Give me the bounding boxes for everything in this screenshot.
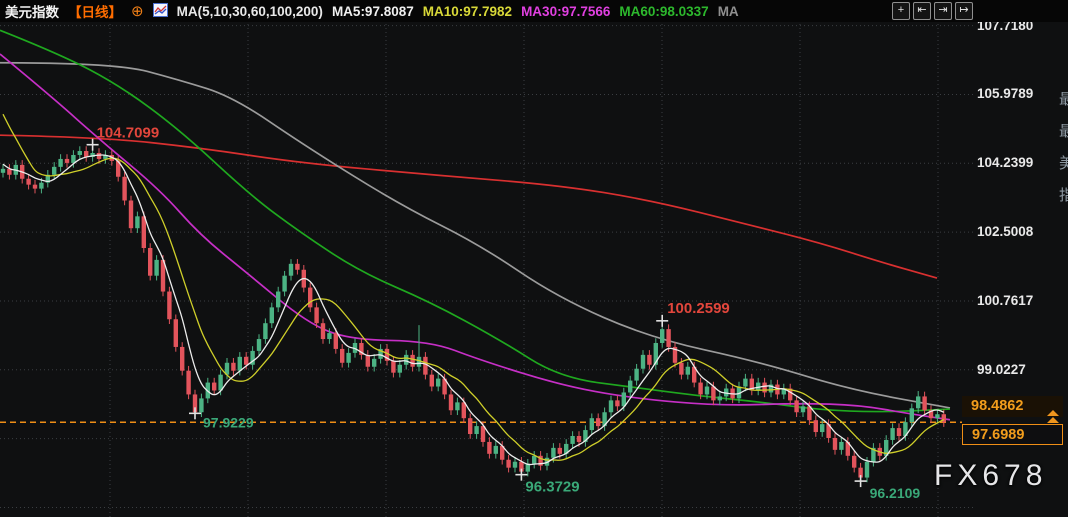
extreme-low-label: 97.9229 bbox=[203, 414, 254, 430]
symbol-name: 美元指数 bbox=[5, 5, 59, 20]
chart-toolbar: + ⇤ ⇥ ↦ bbox=[892, 2, 973, 20]
side-strip-char: 指 bbox=[1059, 187, 1068, 204]
side-strip-char: 最 bbox=[1059, 91, 1068, 108]
crosshair-move-icon[interactable]: + bbox=[892, 2, 910, 20]
y-axis-tick: 102.5008 bbox=[977, 224, 1034, 240]
ma-line-ma200 bbox=[0, 134, 938, 279]
scale-left-icon[interactable]: ⇤ bbox=[913, 2, 931, 20]
ma-settings-label[interactable]: MA(5,10,30,60,100,200) bbox=[176, 3, 323, 19]
last-price-box: 97.6989 bbox=[962, 424, 1063, 445]
y-axis-tick: 105.9789 bbox=[977, 86, 1034, 102]
pane-shift-icon[interactable]: ↦ bbox=[955, 2, 973, 20]
ma5-value: MA5:97.8087 bbox=[331, 3, 414, 19]
session-high-price-box: 98.4862 bbox=[962, 396, 1063, 417]
side-strip-char: 最 bbox=[1059, 123, 1068, 140]
extreme-low-label: 96.3729 bbox=[525, 479, 579, 496]
ma-line-ma100 bbox=[0, 61, 951, 409]
side-strip-char: 美 bbox=[1059, 155, 1068, 172]
ma-line-ma10 bbox=[2, 113, 945, 461]
y-axis-tick: 104.2399 bbox=[977, 155, 1034, 171]
circle-plus-icon[interactable]: ⊕ bbox=[131, 3, 144, 20]
extreme-high-label: 104.7099 bbox=[97, 125, 160, 142]
chart-header: 美元指数 【日线】 ⊕ MA(5,10,30,60,100,200) MA5:9… bbox=[0, 0, 1068, 22]
ma-extra-value: MA bbox=[717, 3, 739, 19]
mini-chart-icon[interactable] bbox=[152, 3, 168, 20]
extreme-low-label: 96.2109 bbox=[870, 485, 921, 501]
ma10-value: MA10:97.7982 bbox=[422, 3, 513, 19]
ma-line-ma5 bbox=[2, 154, 945, 466]
collapse-arrows-icon[interactable] bbox=[1047, 410, 1061, 424]
fx678-watermark: FX678 bbox=[934, 459, 1048, 492]
scale-right-icon[interactable]: ⇥ bbox=[934, 2, 952, 20]
timeframe-label[interactable]: 【日线】 bbox=[68, 5, 122, 20]
extreme-high-label: 100.2599 bbox=[667, 300, 730, 317]
ma60-value: MA60:98.0337 bbox=[619, 3, 709, 19]
y-axis-tick: 99.0227 bbox=[977, 361, 1026, 377]
ma-line-ma30 bbox=[0, 53, 951, 421]
y-axis-tick: 100.7617 bbox=[977, 292, 1034, 308]
ma30-value: MA30:97.7566 bbox=[521, 3, 611, 19]
